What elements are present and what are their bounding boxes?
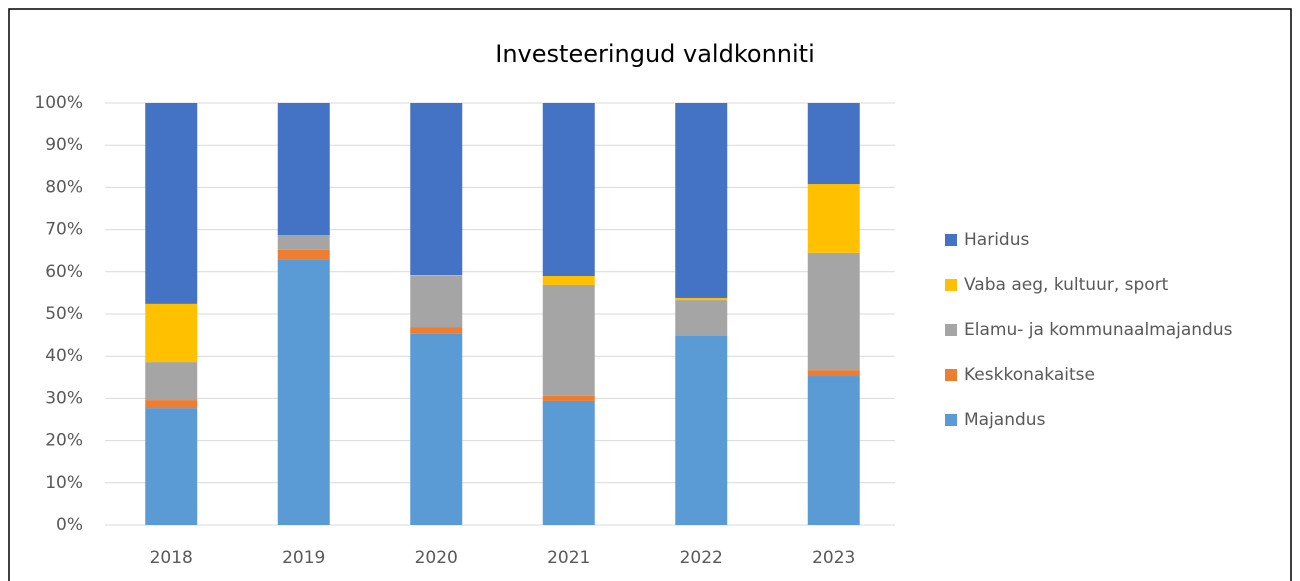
y-tick-label: 80% [45,177,83,197]
legend-swatch [945,279,957,291]
bar-segment [145,362,198,401]
bar-segment [410,276,463,328]
bar-segment [807,184,860,253]
y-tick-label: 20% [45,431,83,451]
y-tick-label: 100% [34,93,83,113]
bar-segment [542,284,595,396]
x-tick-label: 2021 [547,548,590,568]
bar-segment [277,249,330,260]
x-tick-label: 2018 [150,548,193,568]
bar-segment [277,103,330,236]
x-tick-label: 2022 [680,548,723,568]
bar-segment [675,297,728,301]
bar-segment [410,327,463,334]
legend-label: Majandus [964,410,1046,430]
chart-title: Investeeringud valdkonniti [495,40,814,68]
bar-segment [807,252,860,371]
x-tick-label: 2020 [415,548,458,568]
legend-swatch [945,234,957,246]
bar-segment [675,300,728,336]
bar-segment [145,303,198,363]
legend-label: Vaba aeg, kultuur, sport [964,275,1169,295]
bar-segment [807,103,860,185]
legend-swatch [945,414,957,426]
legend-label: Haridus [964,230,1029,250]
bar-segment [145,103,198,304]
legend-label: Keskkonakaitse [964,365,1095,385]
y-tick-label: 60% [45,262,83,282]
bar-segment [277,235,330,250]
bar-segment [675,335,728,525]
x-tick-label: 2019 [282,548,325,568]
bar-segment [807,376,860,525]
bar-segment [542,400,595,525]
bar-segment [807,370,860,377]
bar-segment [410,103,463,276]
y-tick-label: 30% [45,388,83,408]
y-tick-label: 50% [45,304,83,324]
bar-segment [542,103,595,277]
bar-segment [542,395,595,401]
bar-segment [675,103,728,298]
y-tick-label: 0% [56,515,83,535]
bar-segment [410,275,463,277]
bar-segment [542,276,595,285]
y-tick-label: 70% [45,220,83,240]
bar-segment [410,333,463,525]
y-tick-label: 40% [45,346,83,366]
y-tick-label: 10% [45,473,83,493]
bar-segment [675,335,728,336]
bar-segment [277,259,330,525]
y-tick-label: 90% [45,135,83,155]
frame [8,8,1292,581]
legend-swatch [945,324,957,336]
bar-segment [145,400,198,409]
x-tick-label: 2023 [812,548,855,568]
legend-swatch [945,369,957,381]
legend-label: Elamu- ja kommunaalmajandus [964,320,1233,340]
bar-segment [145,408,198,525]
